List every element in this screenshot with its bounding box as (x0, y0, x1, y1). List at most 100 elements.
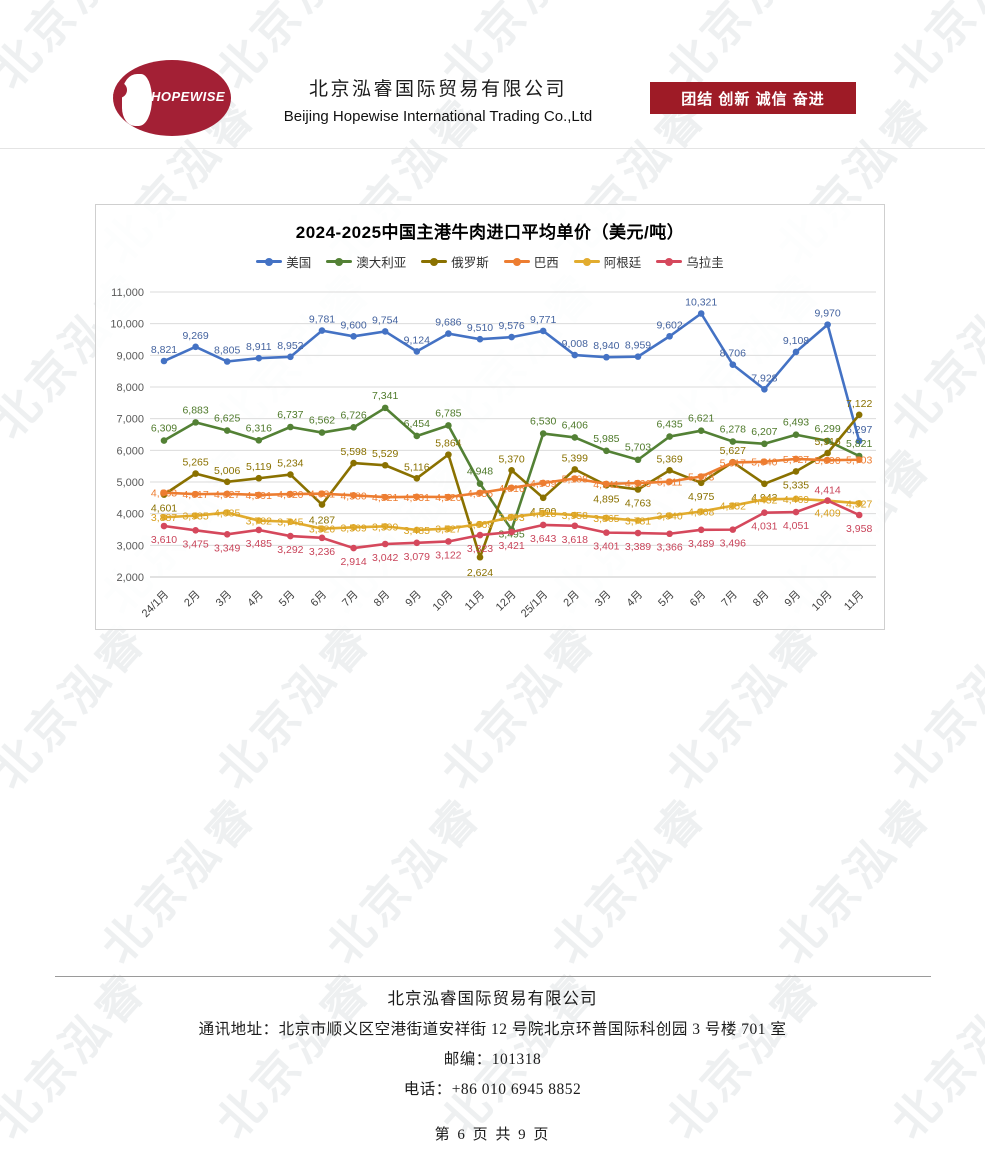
chart-title: 2024-2025中国主港牛肉进口平均单价（美元/吨） (295, 223, 685, 242)
data-label: 8,805 (214, 345, 240, 357)
y-axis-label: 10,000 (110, 319, 144, 331)
data-point (539, 494, 547, 502)
logo-globe-icon: HOPEWISE (113, 60, 231, 136)
data-label: 3,669 (467, 519, 493, 531)
legend-marker-icon (326, 257, 353, 266)
data-label: 3,292 (277, 544, 303, 556)
legend-marker-icon (573, 257, 600, 266)
data-point (761, 480, 768, 488)
data-point (666, 512, 673, 519)
data-label: 6,530 (530, 416, 556, 428)
data-label: 3,389 (625, 541, 651, 553)
data-point (634, 456, 642, 464)
data-point (603, 480, 610, 488)
data-point (508, 466, 515, 474)
legend-item-uruguay: 乌拉圭 (656, 252, 724, 271)
data-label: 4,656 (467, 488, 493, 500)
watermark-text: 北京泓睿 (882, 612, 985, 799)
data-point (634, 517, 642, 524)
data-label: 3,781 (625, 516, 651, 528)
x-axis-label: 11月 (842, 589, 866, 613)
data-point (792, 468, 800, 475)
data-point (761, 440, 768, 448)
data-label: 3,935 (182, 511, 208, 523)
data-point (824, 437, 831, 445)
data-point (223, 478, 231, 486)
data-point (697, 508, 705, 515)
data-label: 4,763 (625, 498, 651, 510)
data-point (287, 518, 294, 526)
data-point (287, 490, 294, 498)
data-point (287, 353, 294, 361)
y-axis-label: 3,000 (116, 540, 144, 552)
data-point (445, 451, 452, 458)
data-point (192, 419, 199, 426)
data-label: 4,051 (783, 520, 809, 532)
data-label: 5,640 (751, 457, 777, 469)
data-point (413, 526, 421, 534)
data-label: 6,454 (404, 418, 430, 430)
data-label: 4,252 (720, 501, 746, 513)
data-point (697, 427, 705, 434)
data-label: 4,031 (751, 521, 777, 533)
data-label: 5,727 (783, 454, 809, 466)
data-label: 6,278 (720, 424, 746, 436)
data-point (381, 540, 389, 548)
data-label: 4,526 (435, 492, 461, 504)
data-label: 3,042 (372, 552, 398, 564)
footer-phone: 电话：+86 010 6945 8852 (403, 1081, 582, 1098)
data-point (255, 474, 263, 482)
data-label: 3,349 (214, 542, 240, 554)
data-point (223, 427, 231, 434)
data-point (603, 514, 610, 522)
data-label: 9,781 (309, 314, 335, 326)
data-point (792, 508, 800, 516)
data-label: 5,617 (720, 457, 746, 469)
data-label: 6,726 (340, 409, 366, 421)
data-label: 6,406 (562, 419, 588, 431)
data-label: 6,737 (277, 409, 303, 421)
data-point (761, 385, 768, 393)
data-label: 3,893 (498, 512, 524, 524)
data-point (634, 479, 642, 487)
data-point (287, 423, 294, 431)
data-label: 3,236 (309, 546, 335, 558)
data-point (192, 343, 199, 351)
data-label: 9,124 (404, 334, 430, 346)
data-point (729, 361, 737, 368)
data-point (508, 484, 515, 492)
legend-marker-icon (256, 257, 283, 266)
data-point (413, 475, 421, 482)
header-divider (0, 148, 985, 149)
data-point (223, 358, 231, 365)
data-point (824, 449, 831, 457)
data-point (160, 522, 168, 530)
legend-label: 巴西 (533, 256, 559, 270)
y-axis-label: 11,000 (111, 287, 144, 299)
y-axis-label: 8,000 (116, 382, 144, 394)
data-point (413, 493, 421, 501)
legend-label: 阿根廷 (603, 256, 642, 270)
data-label: 3,887 (151, 512, 177, 524)
footer-postcode: 邮编：101318 (443, 1051, 542, 1068)
x-axis-label: 11月 (463, 589, 487, 613)
data-label: 3,599 (372, 521, 398, 533)
x-axis-label: 24/1月 (140, 589, 171, 620)
data-point (381, 461, 389, 469)
data-label: 9,576 (498, 320, 524, 332)
y-axis-label: 7,000 (116, 414, 144, 426)
watermark-text: 北京泓睿 (432, 612, 607, 799)
y-axis-label: 4,000 (116, 509, 144, 521)
data-point (445, 330, 452, 337)
data-label: 3,122 (435, 549, 461, 561)
watermark-text: 北京泓睿 (657, 612, 832, 799)
data-point (539, 430, 547, 437)
data-point (571, 522, 579, 530)
data-point (539, 509, 547, 517)
data-label: 4,941 (593, 479, 619, 491)
data-label: 5,335 (783, 479, 809, 491)
data-label: 5,598 (340, 446, 366, 458)
data-label: 9,686 (435, 317, 461, 329)
data-label: 5,108 (562, 474, 588, 486)
data-label: 6,785 (435, 407, 461, 419)
